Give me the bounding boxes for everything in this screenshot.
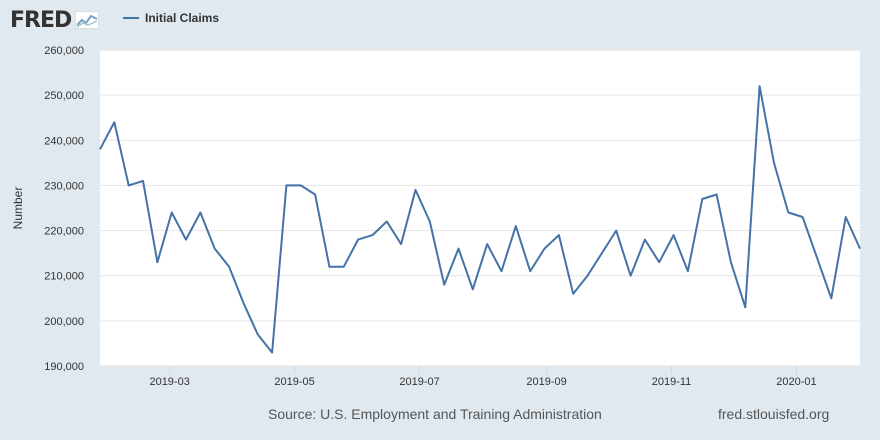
gridlines [100,49,860,367]
data-point[interactable] [600,251,604,255]
y-tick-label: 220,000 [44,226,84,238]
data-point[interactable] [313,192,317,196]
data-point[interactable] [586,274,590,278]
data-point[interactable] [213,247,217,251]
data-point[interactable] [327,265,331,269]
data-point[interactable] [772,161,776,165]
y-tick-label: 240,000 [44,135,84,147]
data-point[interactable] [557,233,561,237]
x-tick-label: 2020-01 [776,376,816,388]
data-point[interactable] [356,238,360,242]
x-tick-label: 2019-09 [526,376,566,388]
x-tick-label: 2019-03 [149,376,189,388]
data-point[interactable] [629,274,633,278]
fred-logo[interactable]: FRED [10,7,72,33]
data-point[interactable] [485,242,489,246]
data-point[interactable] [184,238,188,242]
data-point[interactable] [127,183,131,187]
x-tick-label: 2019-11 [652,376,692,388]
data-point[interactable] [514,224,518,228]
y-tick-label: 210,000 [44,271,84,283]
x-tick-label: 2019-07 [399,376,439,388]
x-tick-label: 2019-05 [274,376,314,388]
data-point[interactable] [786,211,790,215]
data-point[interactable] [241,301,245,305]
data-point[interactable] [385,220,389,224]
data-point[interactable] [299,183,303,187]
data-point[interactable] [614,229,618,233]
x-axis: 2019-03 2019-05 2019-07 2019-09 2019-11 2020-… [149,366,817,388]
data-point[interactable] [141,179,145,183]
site-link[interactable]: fred.stlouisfed.org [718,406,830,422]
data-point[interactable] [471,287,475,291]
data-point[interactable] [543,247,547,251]
data-point[interactable] [528,269,532,273]
data-point[interactable] [456,247,460,251]
data-point[interactable] [227,265,231,269]
y-tick-label: 250,000 [44,90,84,102]
data-point[interactable] [657,260,661,264]
y-axis-label: Number [11,187,25,230]
legend[interactable]: Initial Claims [123,11,219,25]
data-point[interactable] [170,211,174,215]
plot-area [100,50,860,366]
data-point[interactable] [342,265,346,269]
source-note: Source: U.S. Employment and Training Adm… [268,406,602,422]
data-point[interactable] [801,215,805,219]
y-tick-label: 190,000 [44,361,84,373]
series-line-initial-claims [99,85,861,354]
data-point[interactable] [198,211,202,215]
data-point[interactable] [643,238,647,242]
data-point[interactable] [270,350,274,354]
data-point[interactable] [399,242,403,246]
y-tick-label: 260,000 [44,45,84,57]
line-chart-icon [75,11,100,29]
data-point[interactable] [858,247,862,251]
legend-swatch [123,17,139,19]
data-point[interactable] [370,233,374,237]
data-point[interactable] [829,296,833,300]
y-tick-label: 200,000 [44,316,84,328]
header: FRED [10,6,100,34]
data-point[interactable] [428,220,432,224]
data-point[interactable] [686,269,690,273]
y-tick-label: 230,000 [44,180,84,192]
data-point[interactable] [743,305,747,309]
data-point[interactable] [672,233,676,237]
data-point[interactable] [815,256,819,260]
data-point[interactable] [700,197,704,201]
data-point[interactable] [729,260,733,264]
y-axis: 190,000 200,000 210,000 220,000 230,000 240,0… [44,45,84,373]
data-point[interactable] [571,292,575,296]
data-point[interactable] [715,192,719,196]
legend-label: Initial Claims [145,11,220,25]
data-point[interactable] [256,332,260,336]
data-point[interactable] [500,269,504,273]
data-point[interactable] [284,183,288,187]
data-point[interactable] [413,188,417,192]
data-point[interactable] [98,147,102,151]
data-point[interactable] [442,283,446,287]
data-point[interactable] [844,215,848,219]
data-point[interactable] [758,84,762,88]
data-point[interactable] [112,120,116,124]
data-point[interactable] [155,260,159,264]
